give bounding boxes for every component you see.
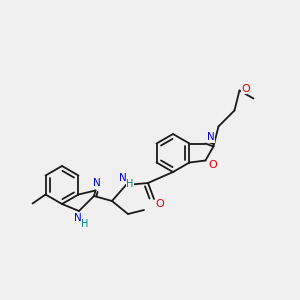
Text: N: N	[93, 178, 100, 188]
Text: O: O	[156, 199, 164, 209]
Text: O: O	[241, 83, 250, 94]
Text: N: N	[74, 213, 82, 223]
Text: H: H	[126, 179, 134, 189]
Text: N: N	[119, 173, 127, 183]
Text: O: O	[208, 160, 217, 170]
Text: N: N	[207, 133, 214, 142]
Text: H: H	[81, 219, 89, 229]
